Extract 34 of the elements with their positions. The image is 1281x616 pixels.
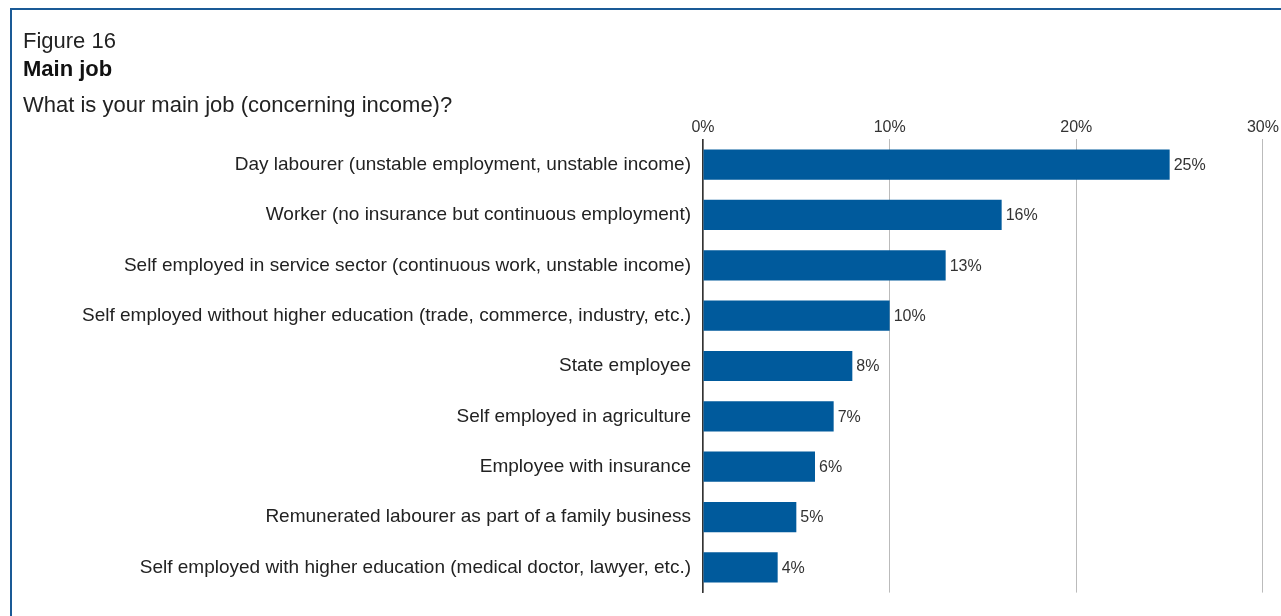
bar: [703, 149, 1170, 180]
data-label: 8%: [856, 357, 880, 375]
bar: [703, 300, 890, 331]
data-label: 7%: [837, 407, 861, 425]
y-tick-label: Day labourer (unstable employment, unstable income): [234, 152, 691, 174]
bar: [703, 401, 834, 432]
data-label: 25%: [1173, 155, 1206, 173]
data-label: 6%: [819, 458, 843, 476]
x-tick-label: 20%: [1060, 118, 1093, 136]
y-tick-label: Self employed in service sector (continuous work, unstable income): [123, 253, 691, 275]
x-tick-label: 0%: [691, 118, 715, 136]
text: Main job: [23, 56, 113, 82]
bar: [703, 199, 1002, 231]
y-tick-label: Self employed in agriculture: [456, 404, 691, 426]
x-tick-label: 30%: [1246, 118, 1279, 136]
bar: [703, 501, 797, 533]
bar: [703, 350, 853, 382]
text: What is your main job (concerning income)?: [23, 92, 453, 118]
caption: Figure 16: [23, 28, 116, 54]
y-tick-label: Self employed without higher education (trade, commerce, industry, etc.): [82, 303, 691, 325]
y-tick-label: Self employed with higher education (medical doctor, lawyer, etc.): [139, 555, 691, 577]
data-label: 13%: [949, 256, 982, 274]
data-label: 5%: [800, 508, 824, 526]
bar: [703, 451, 815, 482]
data-label: 16%: [1005, 206, 1038, 224]
y-tick-label: Remunerated labourer as part of a family business: [265, 505, 691, 527]
y-tick-label: Worker (no insurance but continuous employment): [265, 203, 691, 225]
data-label: 10%: [893, 307, 926, 325]
x-tick-label: 10%: [873, 118, 906, 136]
y-tick-label: Employee with insurance: [479, 454, 691, 476]
data-label: 4%: [781, 558, 805, 576]
bar: [703, 250, 946, 281]
y-tick-label: State employee: [558, 354, 691, 376]
bar: [703, 552, 778, 583]
